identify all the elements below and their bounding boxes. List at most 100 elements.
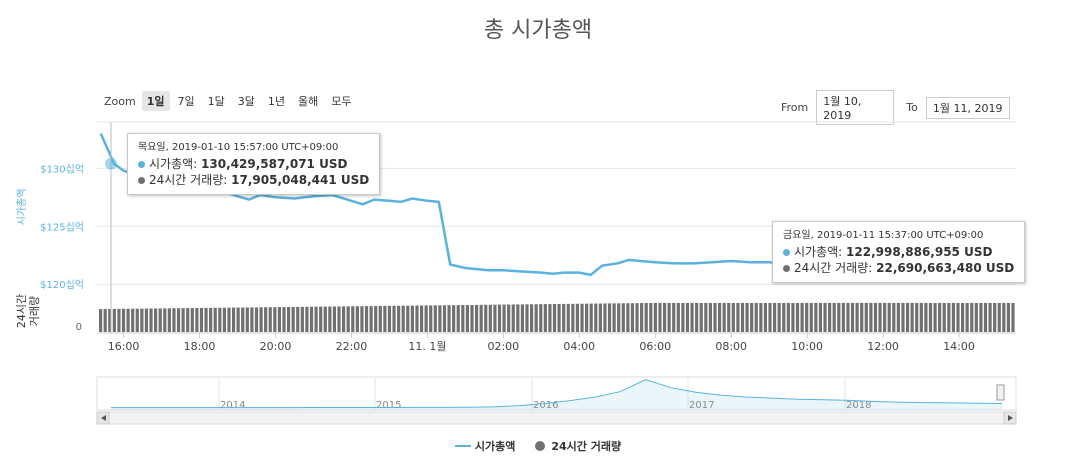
volume-bar bbox=[837, 302, 841, 332]
volume-bar bbox=[878, 302, 882, 332]
volume-bar bbox=[901, 302, 905, 332]
volume-bar bbox=[603, 303, 607, 332]
volume-bar bbox=[905, 302, 910, 332]
volume-bar bbox=[323, 306, 327, 332]
volume-bar bbox=[860, 302, 864, 332]
date-range: From 1월 10, 2019 To 1월 11, 2019 bbox=[781, 90, 1010, 125]
tooltip-market-cap-value: 122,998,886,955 USD bbox=[846, 245, 993, 259]
volume-bar bbox=[167, 308, 171, 332]
volume-bar bbox=[259, 307, 263, 332]
y-tick-label: $120십억 bbox=[40, 279, 84, 291]
volume-bar bbox=[470, 304, 474, 332]
volume-bar bbox=[438, 305, 442, 332]
volume-bar bbox=[745, 302, 749, 332]
navigator-year-label: 2017 bbox=[689, 400, 714, 411]
volume-bar bbox=[103, 309, 107, 332]
zoom-button-3m[interactable]: 3달 bbox=[237, 95, 255, 108]
volume-bar bbox=[580, 303, 584, 332]
volume-bar bbox=[410, 305, 414, 332]
volume-bar bbox=[465, 305, 469, 332]
tooltip-market-cap-label: 시가총액: bbox=[149, 157, 202, 171]
legend-item-market-cap[interactable]: 시가총액 bbox=[454, 438, 515, 454]
tooltip-volume-label: 24시간 거래량: bbox=[149, 173, 232, 187]
zoom-button-ytd[interactable]: 올해 bbox=[298, 95, 319, 108]
volume-bar bbox=[763, 302, 768, 332]
volume-bar bbox=[479, 304, 483, 332]
volume-bar bbox=[782, 302, 786, 332]
tooltip-volume-label: 24시간 거래량: bbox=[794, 261, 877, 275]
volume-bar bbox=[772, 302, 777, 332]
navigator-handle[interactable] bbox=[996, 384, 1005, 401]
zoom-button-1m[interactable]: 1달 bbox=[207, 95, 225, 108]
volume-bar bbox=[717, 302, 722, 332]
volume-bar bbox=[254, 307, 259, 332]
zoom-button-1y[interactable]: 1년 bbox=[267, 95, 285, 108]
volume-bar bbox=[419, 305, 424, 332]
x-tick-label: 02:00 bbox=[487, 340, 519, 353]
volume-bar bbox=[149, 308, 153, 332]
volume-bar bbox=[190, 308, 194, 332]
volume-bar bbox=[502, 304, 506, 332]
volume-bar bbox=[144, 308, 149, 332]
volume-bar bbox=[740, 302, 745, 332]
volume-bar bbox=[910, 302, 914, 332]
from-label: From bbox=[781, 101, 809, 114]
volume-bar bbox=[672, 302, 676, 332]
tooltip-market-cap-value: 130,429,587,071 USD bbox=[201, 157, 348, 171]
volume-bar bbox=[777, 302, 781, 332]
volume-bar bbox=[979, 302, 983, 332]
volume-bar bbox=[539, 304, 543, 332]
volume-bar bbox=[1006, 302, 1011, 332]
volume-bar bbox=[731, 302, 735, 332]
volume-bar bbox=[713, 302, 717, 332]
volume-bar bbox=[708, 302, 713, 332]
volume-bar bbox=[598, 303, 602, 332]
volume-bar bbox=[241, 307, 245, 332]
volume-bar bbox=[1002, 302, 1006, 332]
volume-bar bbox=[864, 302, 868, 332]
volume-bar bbox=[328, 306, 332, 332]
legend-item-volume[interactable]: 24시간 거래량 bbox=[535, 438, 621, 454]
volume-bar bbox=[575, 303, 580, 332]
volume-bar bbox=[204, 307, 208, 332]
volume-bar bbox=[653, 302, 657, 332]
volume-bar bbox=[552, 304, 557, 332]
zoom-button-7d[interactable]: 7일 bbox=[177, 95, 195, 108]
tooltip-volume-value: 17,905,048,441 USD bbox=[231, 173, 370, 187]
x-tick-label: 14:00 bbox=[943, 340, 975, 353]
volume-bar bbox=[154, 308, 158, 332]
volume-bar bbox=[690, 302, 694, 332]
volume-bar bbox=[291, 306, 295, 332]
volume-axis-label-1: 24시간 bbox=[15, 294, 28, 328]
from-date-input[interactable]: 1월 10, 2019 bbox=[816, 90, 895, 125]
volume-bar bbox=[658, 302, 662, 332]
legend: 시가총액 24시간 거래량 bbox=[0, 438, 1076, 454]
scrollbar-track[interactable] bbox=[96, 411, 1017, 425]
volume-bar bbox=[497, 304, 502, 332]
volume-bar bbox=[722, 302, 726, 332]
x-tick-label: 18:00 bbox=[184, 340, 216, 353]
volume-bar bbox=[621, 303, 625, 332]
volume-bar bbox=[754, 302, 758, 332]
hover-marker bbox=[105, 157, 117, 170]
to-date-input[interactable]: 1월 11, 2019 bbox=[925, 96, 1010, 119]
volume-bar bbox=[869, 302, 873, 332]
zoom-button-all[interactable]: 모두 bbox=[331, 95, 352, 108]
volume-bar bbox=[456, 305, 460, 332]
volume-bar bbox=[571, 303, 575, 332]
volume-bars bbox=[99, 302, 1015, 332]
volume-bar bbox=[1011, 302, 1015, 332]
volume-bar bbox=[695, 302, 699, 332]
volume-bar bbox=[933, 302, 937, 332]
volume-bar bbox=[887, 302, 891, 332]
volume-bar bbox=[429, 305, 433, 332]
volume-bar bbox=[176, 308, 181, 332]
volume-bar bbox=[736, 302, 740, 332]
volume-bar bbox=[300, 306, 304, 332]
volume-bar bbox=[970, 302, 974, 332]
volume-bar bbox=[112, 308, 116, 332]
volume-bar bbox=[823, 302, 827, 332]
zoom-button-1d[interactable]: 1일 bbox=[141, 91, 170, 111]
volume-bar bbox=[727, 302, 731, 332]
